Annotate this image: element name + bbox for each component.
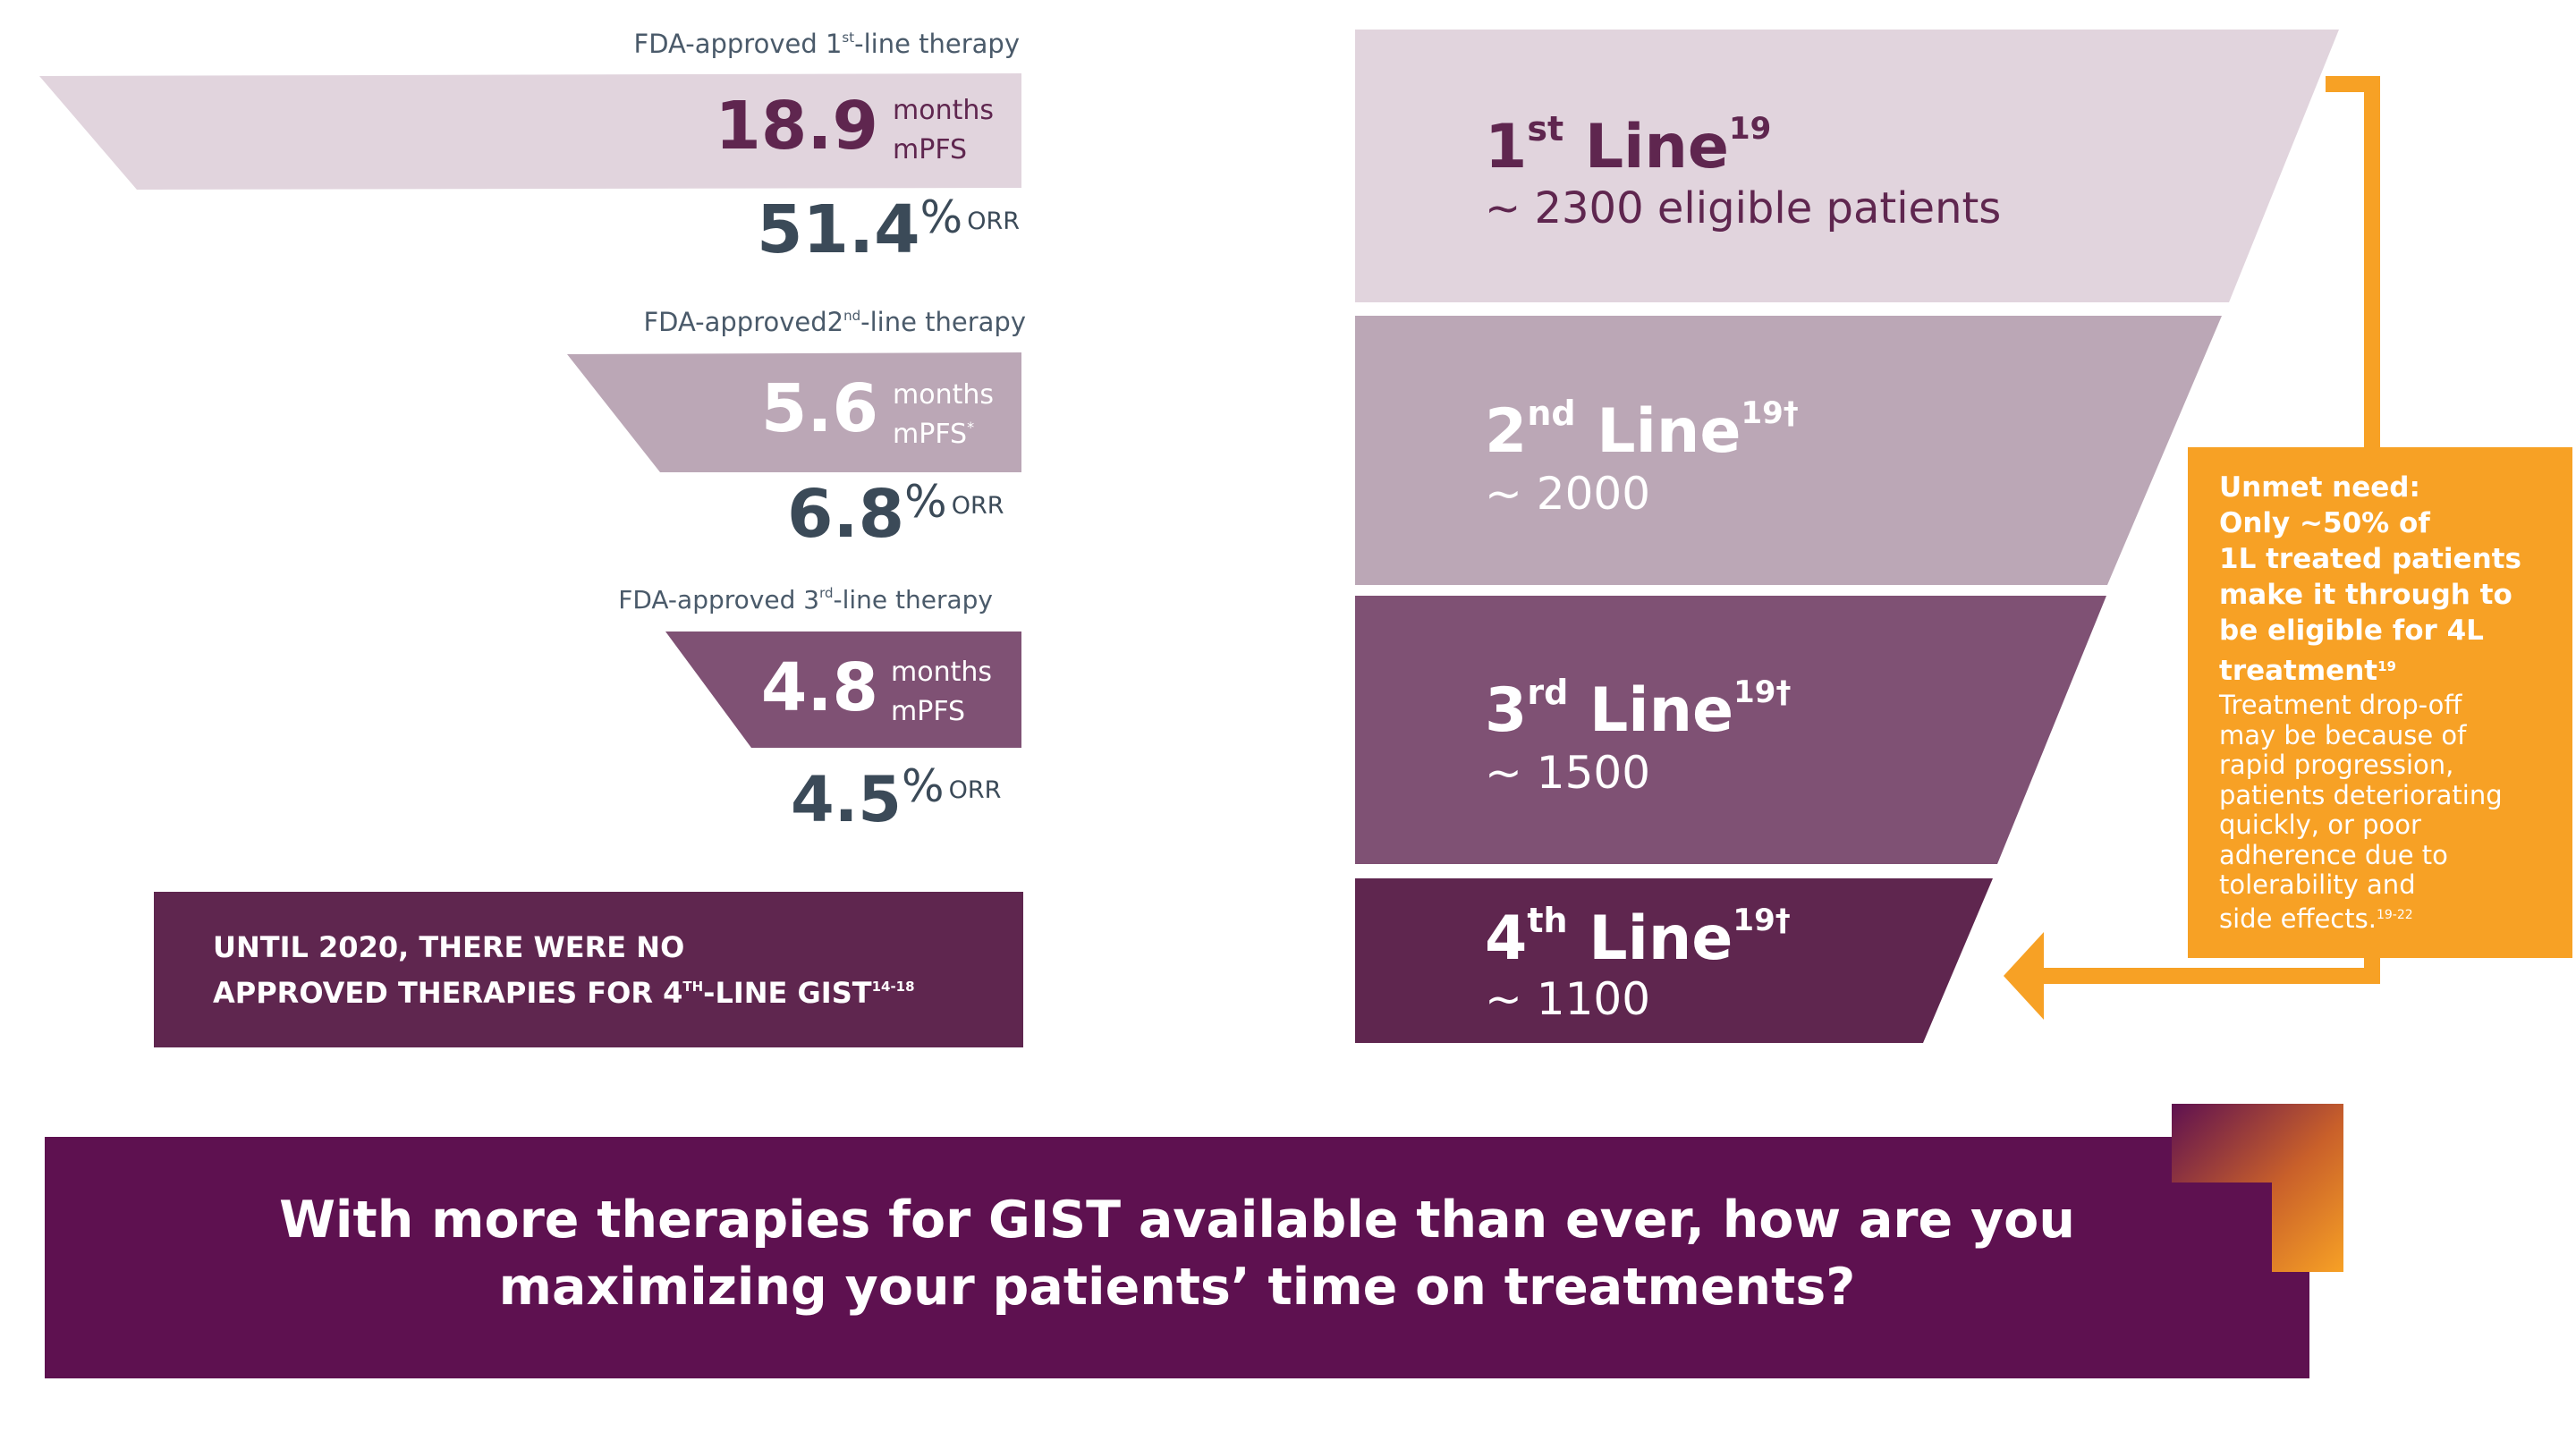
therapy-3-pfs-value: 4.8 xyxy=(760,649,878,726)
funnel-level-4-text: 4th Line19† ~ 1100 xyxy=(1485,901,1791,1025)
therapy-3-pfs-unit: months mPFS xyxy=(891,657,992,727)
therapy-bar-3 xyxy=(665,631,1021,748)
funnel-level-4 xyxy=(1355,878,1993,1043)
therapy-bar-1 xyxy=(39,73,1021,190)
therapy-1-pfs-value: 18.9 xyxy=(715,88,878,165)
orange-arrowhead-icon xyxy=(2004,932,2044,1020)
unmet-need-text: Unmet need: Only ~50% of 1L treated pati… xyxy=(2219,470,2568,934)
funnel-level-3-text: 3rd Line19† ~ 1500 xyxy=(1485,673,1792,799)
funnel-level-1 xyxy=(1355,30,2339,302)
corner-accent-icon xyxy=(2172,1104,2343,1272)
banner-question: With more therapies for GIST available t… xyxy=(279,1191,2075,1317)
funnel-level-2-text: 2nd Line19† ~ 2000 xyxy=(1485,394,1799,520)
until-2020-box xyxy=(154,892,1023,1047)
therapy-3-orr: 4.5% ORR xyxy=(791,760,1002,836)
therapy-2-pfs-unit: months mPFS* xyxy=(893,379,994,450)
funnel-level-2 xyxy=(1355,316,2222,585)
therapy-2-label: FDA-approved2nd-line therapy xyxy=(643,307,1026,337)
until-2020-text: UNTIL 2020, THERE WERE NO APPROVED THERA… xyxy=(213,930,915,1010)
therapy-1-label: FDA-approved 1st-line therapy xyxy=(633,29,1020,59)
funnel-level-3 xyxy=(1355,596,2106,864)
unmet-need-body: Treatment drop-off may be because of rap… xyxy=(2219,690,2503,934)
bottom-banner xyxy=(45,1137,2309,1378)
therapy-2-pfs-value: 5.6 xyxy=(760,370,878,447)
funnel-level-1-text: 1st Line19 ~ 2300 eligible patients xyxy=(1485,109,2002,233)
unmet-need-heading: Unmet need: Only ~50% of 1L treated pati… xyxy=(2219,471,2521,687)
therapy-1-orr: 51.4% ORR xyxy=(757,191,1020,268)
therapy-2-orr: 6.8% ORR xyxy=(787,476,1004,553)
therapy-bar-2 xyxy=(567,352,1021,472)
therapy-3-label: FDA-approved 3rd-line therapy xyxy=(618,585,993,615)
unmet-need-box xyxy=(2188,447,2572,958)
therapy-1-pfs-unit: months mPFS xyxy=(893,95,994,165)
